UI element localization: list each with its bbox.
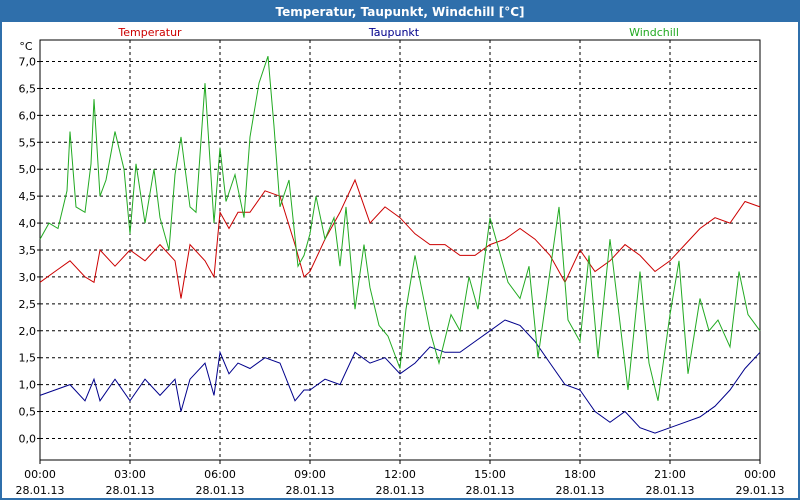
x-tick-time: 18:00	[564, 468, 596, 481]
y-tick-label: 0,0	[19, 432, 37, 445]
legend-taupunkt: Taupunkt	[368, 26, 420, 39]
y-tick-label: 0,5	[19, 406, 37, 419]
y-tick-label: 2,0	[19, 325, 37, 338]
x-tick-date: 28.01.13	[286, 484, 335, 497]
series-line-taupunkt	[39, 319, 761, 434]
x-tick-date: 29.01.13	[736, 484, 785, 497]
x-tick-date: 28.01.13	[556, 484, 605, 497]
y-tick-label: 6,0	[19, 109, 37, 122]
x-tick-time: 21:00	[654, 468, 686, 481]
y-tick-label: 5,0	[19, 163, 37, 176]
y-tick-label: 5,5	[19, 136, 37, 149]
series-line-temperatur	[39, 178, 761, 299]
y-tick-label: 2,5	[19, 298, 37, 311]
x-tick-time: 06:00	[204, 468, 236, 481]
y-tick-label: 1,5	[19, 352, 37, 365]
y-tick-label: 6,5	[19, 82, 37, 95]
y-axis-label: °C	[19, 40, 33, 53]
x-tick-time: 00:00	[744, 468, 776, 481]
x-tick-date: 28.01.13	[466, 484, 515, 497]
y-tick-label: 3,0	[19, 271, 37, 284]
y-tick-label: 7,0	[19, 56, 37, 69]
x-tick-date: 28.01.13	[646, 484, 695, 497]
legend-temperatur: Temperatur	[117, 26, 182, 39]
legend-windchill: Windchill	[629, 26, 679, 39]
x-tick-date: 28.01.13	[106, 484, 155, 497]
x-tick-time: 00:00	[24, 468, 56, 481]
series-line-windchill	[39, 56, 761, 401]
x-tick-time: 03:00	[114, 468, 146, 481]
x-tick-date: 28.01.13	[16, 484, 65, 497]
x-tick-time: 15:00	[474, 468, 506, 481]
x-tick-time: 09:00	[294, 468, 326, 481]
y-tick-label: 3,5	[19, 244, 37, 257]
y-tick-label: 4,5	[19, 190, 37, 203]
x-tick-date: 28.01.13	[196, 484, 245, 497]
y-tick-label: 4,0	[19, 217, 37, 230]
y-tick-label: 1,0	[19, 379, 37, 392]
chart-title: Temperatur, Taupunkt, Windchill [°C]	[2, 2, 798, 22]
x-tick-date: 28.01.13	[376, 484, 425, 497]
x-tick-time: 12:00	[384, 468, 416, 481]
